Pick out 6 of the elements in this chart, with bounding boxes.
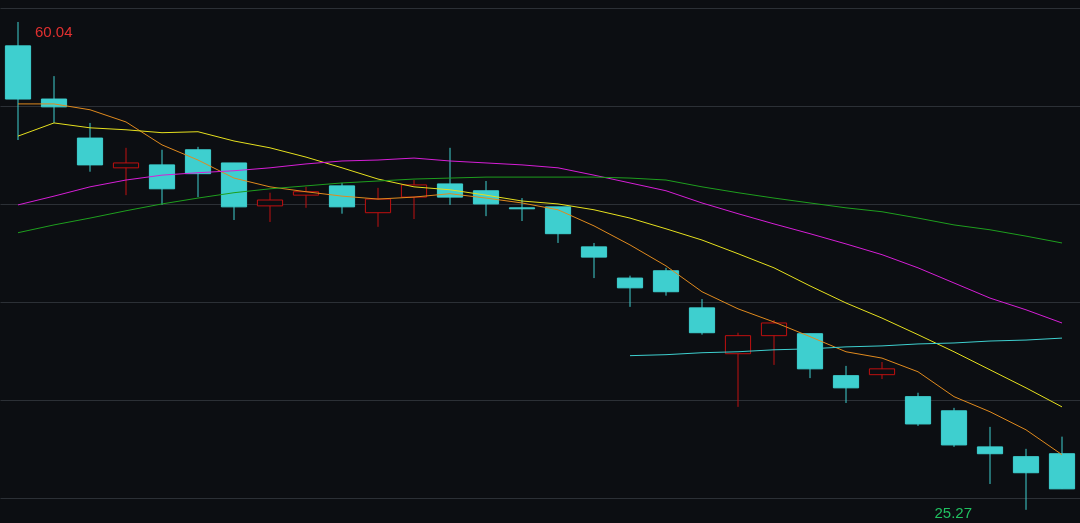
candlestick (112, 147, 140, 196)
candlestick (868, 361, 896, 380)
annotation: 25.27 (934, 504, 972, 521)
candlestick (976, 426, 1004, 485)
annotation: 60.04 (35, 23, 73, 40)
candlestick (508, 197, 536, 222)
